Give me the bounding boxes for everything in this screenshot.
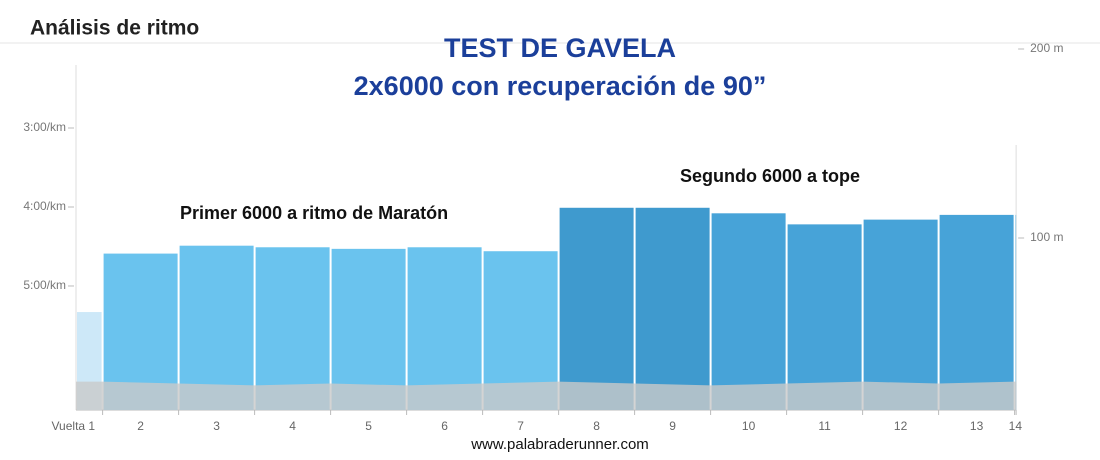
annotation: Segundo 6000 a tope [680,166,860,186]
bar [939,214,1014,410]
x-tick-label: 5 [365,419,372,433]
bar [787,224,862,410]
bar [635,207,710,410]
x-tick-label: 4 [289,419,296,433]
header: Análisis de ritmo [30,17,199,40]
x-tick-label: 11 [818,419,831,433]
y2-tick-label: 100 m [1030,230,1063,244]
bar [711,213,786,410]
bar [559,207,634,410]
bar [331,248,406,410]
bar [255,247,330,410]
x-tick-label: 13 [970,419,984,433]
bar [407,247,482,410]
x-tick-label: 3 [213,419,220,433]
chart-subtitle: 2x6000 con recuperación de 90” [354,71,767,101]
x-tick-label: 14 [1009,419,1023,433]
x-tick-label: 7 [517,419,524,433]
x-tick-label: 8 [593,419,600,433]
y-tick-label: 4:00/km [23,199,66,213]
elevation-area [76,381,1017,410]
bar [1015,214,1017,410]
x-tick-label: Vuelta 1 [52,419,96,433]
bar [179,245,254,410]
y-tick-label: 5:00/km [23,278,66,292]
x-tick-label: 10 [742,419,756,433]
chart-title: TEST DE GAVELA [444,33,676,63]
x-tick-label: 2 [137,419,144,433]
annotation: Primer 6000 a ritmo de Maratón [180,203,448,223]
y-tick-label: 3:00/km [23,120,66,134]
x-tick-label: 6 [441,419,448,433]
y2-tick-label: 200 m [1030,41,1063,55]
footer: www.palabraderunner.com [470,436,649,453]
x-tick-label: 9 [669,419,676,433]
bar [863,219,938,410]
x-tick-label: 12 [894,419,908,433]
